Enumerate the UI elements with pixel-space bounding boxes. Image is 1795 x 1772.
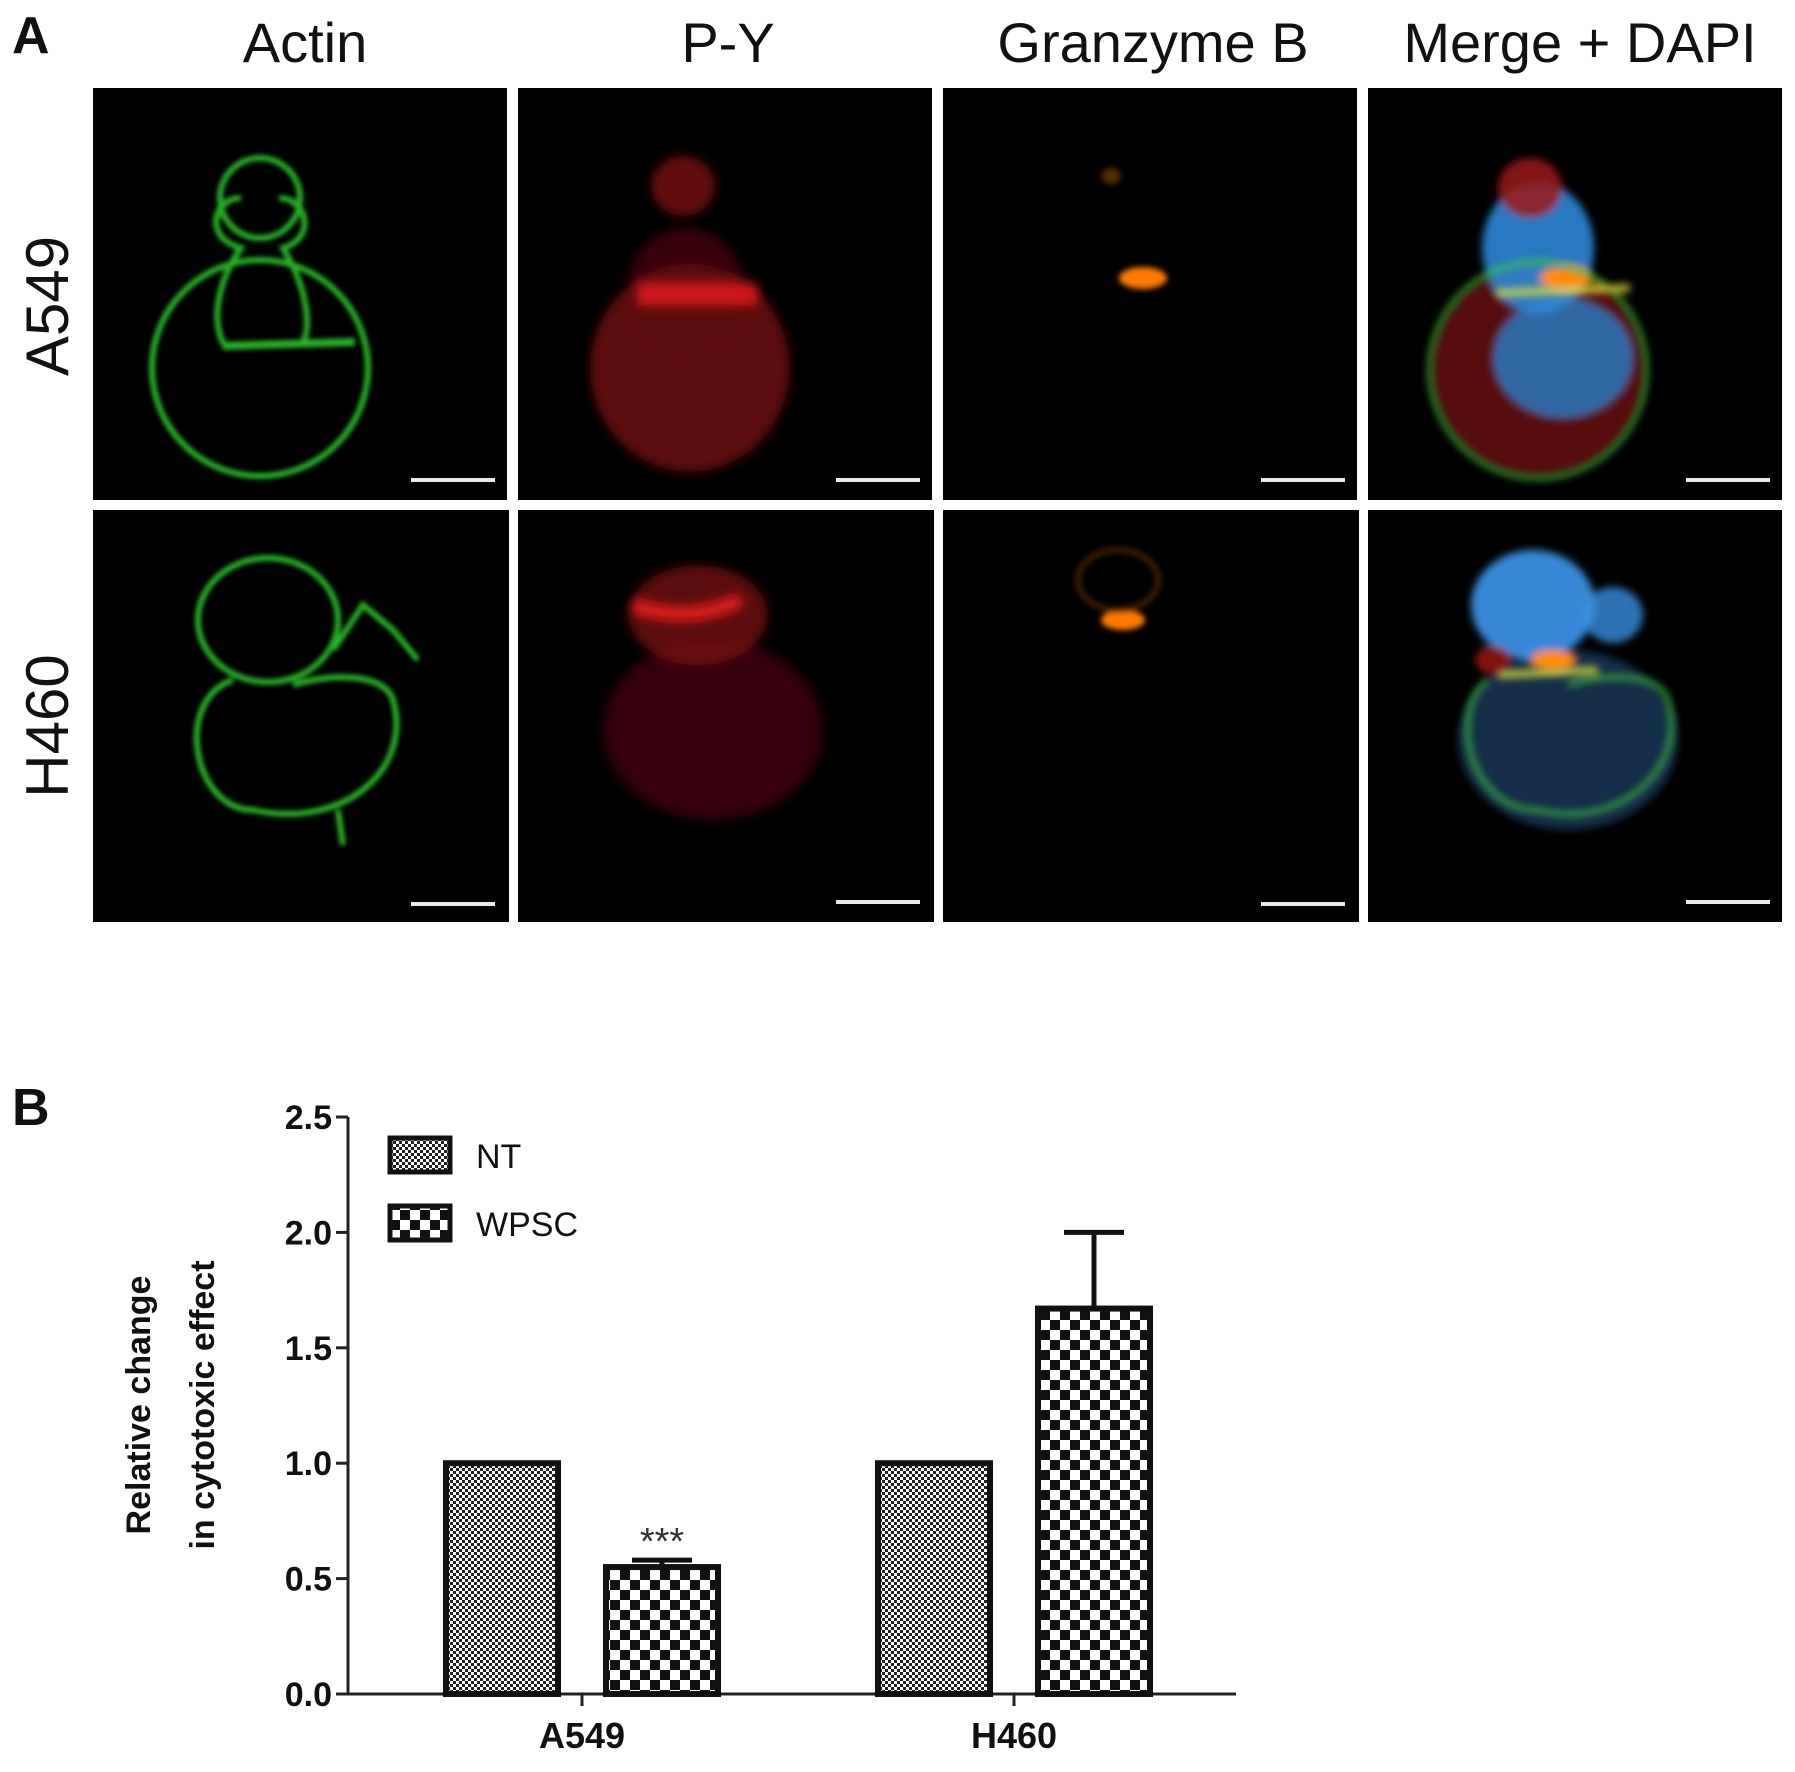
scale-bar: [836, 478, 920, 482]
micrograph-h460-p-y: [518, 510, 934, 922]
scale-bar: [411, 478, 495, 482]
y-tick-label: 0.0: [285, 1676, 332, 1714]
legend-swatch: [387, 1203, 453, 1243]
row-label-h460: H460: [14, 654, 81, 798]
micrograph-h460-actin: [93, 510, 509, 922]
x-tick-label: H460: [971, 1715, 1057, 1756]
y-tick-label: 1.5: [285, 1330, 332, 1368]
significance-marker: ***: [640, 1521, 685, 1563]
scale-bar: [411, 902, 495, 906]
micrograph-a549-p-y: [518, 88, 932, 500]
cell-image: [149, 155, 371, 479]
panel-a-label: A: [12, 7, 50, 65]
bar: [603, 1564, 721, 1697]
y-tick-label: 1.0: [285, 1445, 332, 1483]
cell-image: [193, 555, 421, 846]
bar: [443, 1460, 561, 1698]
cell-image: [1458, 550, 1678, 830]
y-tick-label: 0.5: [285, 1561, 332, 1599]
row-label-a549: A549: [14, 235, 81, 377]
cell-image: [1101, 168, 1167, 289]
cell-image: [1427, 158, 1649, 481]
column-header-actin: Actin: [242, 11, 368, 74]
micrograph-a549-actin: [93, 88, 507, 500]
scale-bar: [1686, 478, 1770, 482]
y-tick-label: 2.0: [285, 1214, 332, 1252]
y-axis-label: Relative change: [120, 1276, 158, 1535]
micrograph-a549-granzyme-b: [943, 88, 1357, 500]
legend-swatch: [387, 1135, 453, 1175]
bar: [1035, 1305, 1153, 1697]
column-header-merge-dapi: Merge + DAPI: [1403, 11, 1757, 74]
bar-chart: 0.0 0.5 1.0 1.5 2.0 2.5 Relative change in cyto…: [90, 1060, 1270, 1770]
cell-image: [1075, 547, 1161, 630]
cell-image: [603, 565, 823, 820]
column-header-granzyme-b: Granzyme B: [997, 11, 1309, 74]
scale-bar: [1686, 900, 1770, 904]
legend-label: NT: [476, 1138, 521, 1176]
scale-bar: [1261, 902, 1345, 906]
column-header-p-y: P-Y: [681, 11, 775, 74]
micrograph-h460-merge: [1368, 510, 1782, 922]
bar: [875, 1460, 993, 1698]
cell-image: [590, 156, 790, 472]
scale-bar: [836, 900, 920, 904]
micrograph-h460-granzyme-b: [943, 510, 1359, 922]
y-tick-label: 2.5: [285, 1099, 332, 1137]
panel-b-label: B: [12, 1079, 50, 1137]
chart-canvas: 0.0 0.5 1.0 1.5 2.0 2.5 Relative change in cyto…: [120, 1099, 1236, 1756]
legend-label: WPSC: [476, 1206, 578, 1244]
micrograph-a549-merge: [1368, 88, 1782, 500]
scale-bar: [1261, 478, 1345, 482]
x-tick-label: A549: [539, 1715, 625, 1756]
y-axis-label: in cytotoxic effect: [184, 1260, 222, 1549]
